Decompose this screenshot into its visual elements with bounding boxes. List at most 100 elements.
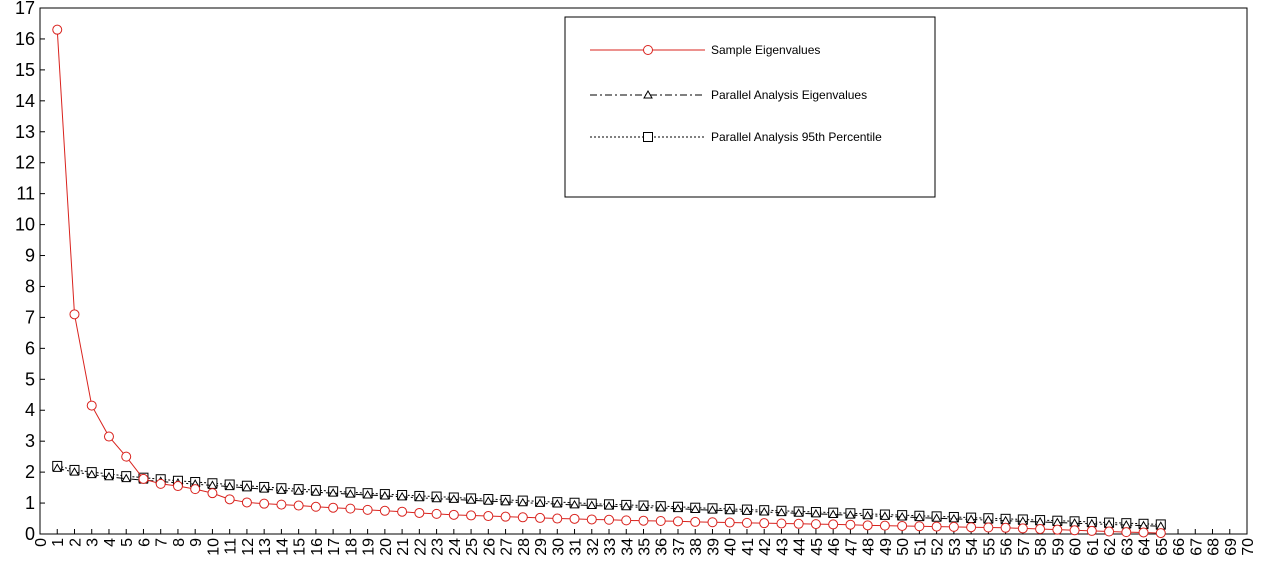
x-tick-label: 37 xyxy=(671,538,688,556)
y-tick-label: 16 xyxy=(15,29,35,49)
data-point xyxy=(414,507,425,518)
x-tick-label: 2 xyxy=(67,538,84,547)
data-point xyxy=(86,400,97,411)
x-tick-label: 63 xyxy=(1119,538,1136,556)
data-point xyxy=(879,520,890,531)
data-point xyxy=(1052,524,1063,535)
x-tick-label: 60 xyxy=(1068,538,1085,556)
data-point xyxy=(811,508,821,518)
data-point xyxy=(966,522,977,533)
data-point xyxy=(690,504,701,514)
x-tick-label: 3 xyxy=(85,538,102,547)
data-point xyxy=(948,521,959,532)
legend: Sample Eigenvalues Parallel Analysis Eig… xyxy=(564,16,936,198)
legend-entry-sample: Sample Eigenvalues xyxy=(590,43,820,57)
x-tick-label: 4 xyxy=(102,538,119,547)
data-point xyxy=(1017,523,1028,534)
data-point xyxy=(483,496,494,505)
data-point xyxy=(638,515,649,526)
y-tick-label: 6 xyxy=(25,338,35,358)
legend-label-percentile: Parallel Analysis 95th Percentile xyxy=(711,130,882,144)
data-point xyxy=(207,488,218,499)
data-point xyxy=(724,517,735,528)
data-point xyxy=(672,516,683,527)
x-tick-label: 41 xyxy=(740,538,757,556)
series-layer xyxy=(52,24,1166,539)
data-point xyxy=(259,484,270,493)
x-tick-label: 36 xyxy=(654,538,671,556)
x-tick-label: 65 xyxy=(1154,538,1171,556)
data-point xyxy=(190,484,201,495)
data-point xyxy=(880,511,890,520)
legend-marker-sample xyxy=(643,45,653,55)
x-tick-label: 16 xyxy=(309,538,326,556)
data-point xyxy=(914,521,925,532)
data-point xyxy=(241,497,252,508)
data-point xyxy=(121,473,132,483)
data-point xyxy=(828,509,839,519)
data-point xyxy=(759,518,770,529)
data-point xyxy=(310,501,321,512)
data-point xyxy=(776,518,787,529)
x-tick-label: 7 xyxy=(154,538,171,547)
x-tick-label: 62 xyxy=(1102,538,1119,556)
x-tick-label: 29 xyxy=(533,538,550,556)
data-point xyxy=(69,309,80,320)
data-point xyxy=(535,498,545,507)
data-point xyxy=(569,513,580,524)
data-point xyxy=(379,490,390,500)
data-point xyxy=(810,519,821,530)
y-tick-label: 9 xyxy=(25,246,35,266)
data-point xyxy=(500,511,511,522)
data-point xyxy=(431,493,442,503)
x-tick-label: 56 xyxy=(999,538,1016,556)
data-point xyxy=(466,495,476,504)
data-point xyxy=(845,519,856,530)
data-point xyxy=(845,510,856,519)
data-point xyxy=(707,505,718,514)
data-point xyxy=(690,516,701,527)
x-tick-label: 68 xyxy=(1206,538,1223,556)
x-tick-label: 55 xyxy=(981,538,998,556)
data-point xyxy=(604,514,615,525)
data-point xyxy=(448,494,459,503)
data-point xyxy=(1121,527,1132,538)
data-point xyxy=(224,481,235,491)
data-point xyxy=(448,509,459,520)
data-point xyxy=(500,496,511,506)
data-point xyxy=(914,512,925,522)
x-tick-label: 22 xyxy=(412,538,429,556)
data-point xyxy=(586,514,597,525)
x-tick-label: 43 xyxy=(774,538,791,556)
series-0 xyxy=(52,24,1166,539)
x-tick-label: 27 xyxy=(499,538,516,556)
data-point xyxy=(103,431,114,442)
data-point xyxy=(793,508,804,517)
data-point xyxy=(862,520,873,531)
data-point xyxy=(276,499,287,510)
data-point xyxy=(552,498,563,508)
legend-marker-percentile xyxy=(643,132,653,142)
x-tick-label: 66 xyxy=(1171,538,1188,556)
data-point xyxy=(138,473,149,484)
y-tick-label: 10 xyxy=(15,215,35,235)
x-tick-label: 20 xyxy=(378,538,395,556)
data-point xyxy=(931,513,942,522)
x-tick-label: 5 xyxy=(119,538,136,547)
data-point xyxy=(276,485,287,494)
data-point xyxy=(431,508,442,519)
x-tick-label: 35 xyxy=(637,538,654,556)
data-point xyxy=(1035,524,1046,535)
data-point xyxy=(293,486,304,495)
x-tick-label: 53 xyxy=(947,538,964,556)
x-tick-label: 61 xyxy=(1085,538,1102,556)
data-point xyxy=(517,497,528,507)
y-tick-label: 11 xyxy=(16,184,35,204)
x-tick-label: 39 xyxy=(705,538,722,556)
x-tick-label: 28 xyxy=(516,538,533,556)
data-point xyxy=(1086,525,1097,536)
data-point xyxy=(362,504,373,515)
x-tick-label: 25 xyxy=(464,538,481,556)
data-point xyxy=(604,501,614,510)
